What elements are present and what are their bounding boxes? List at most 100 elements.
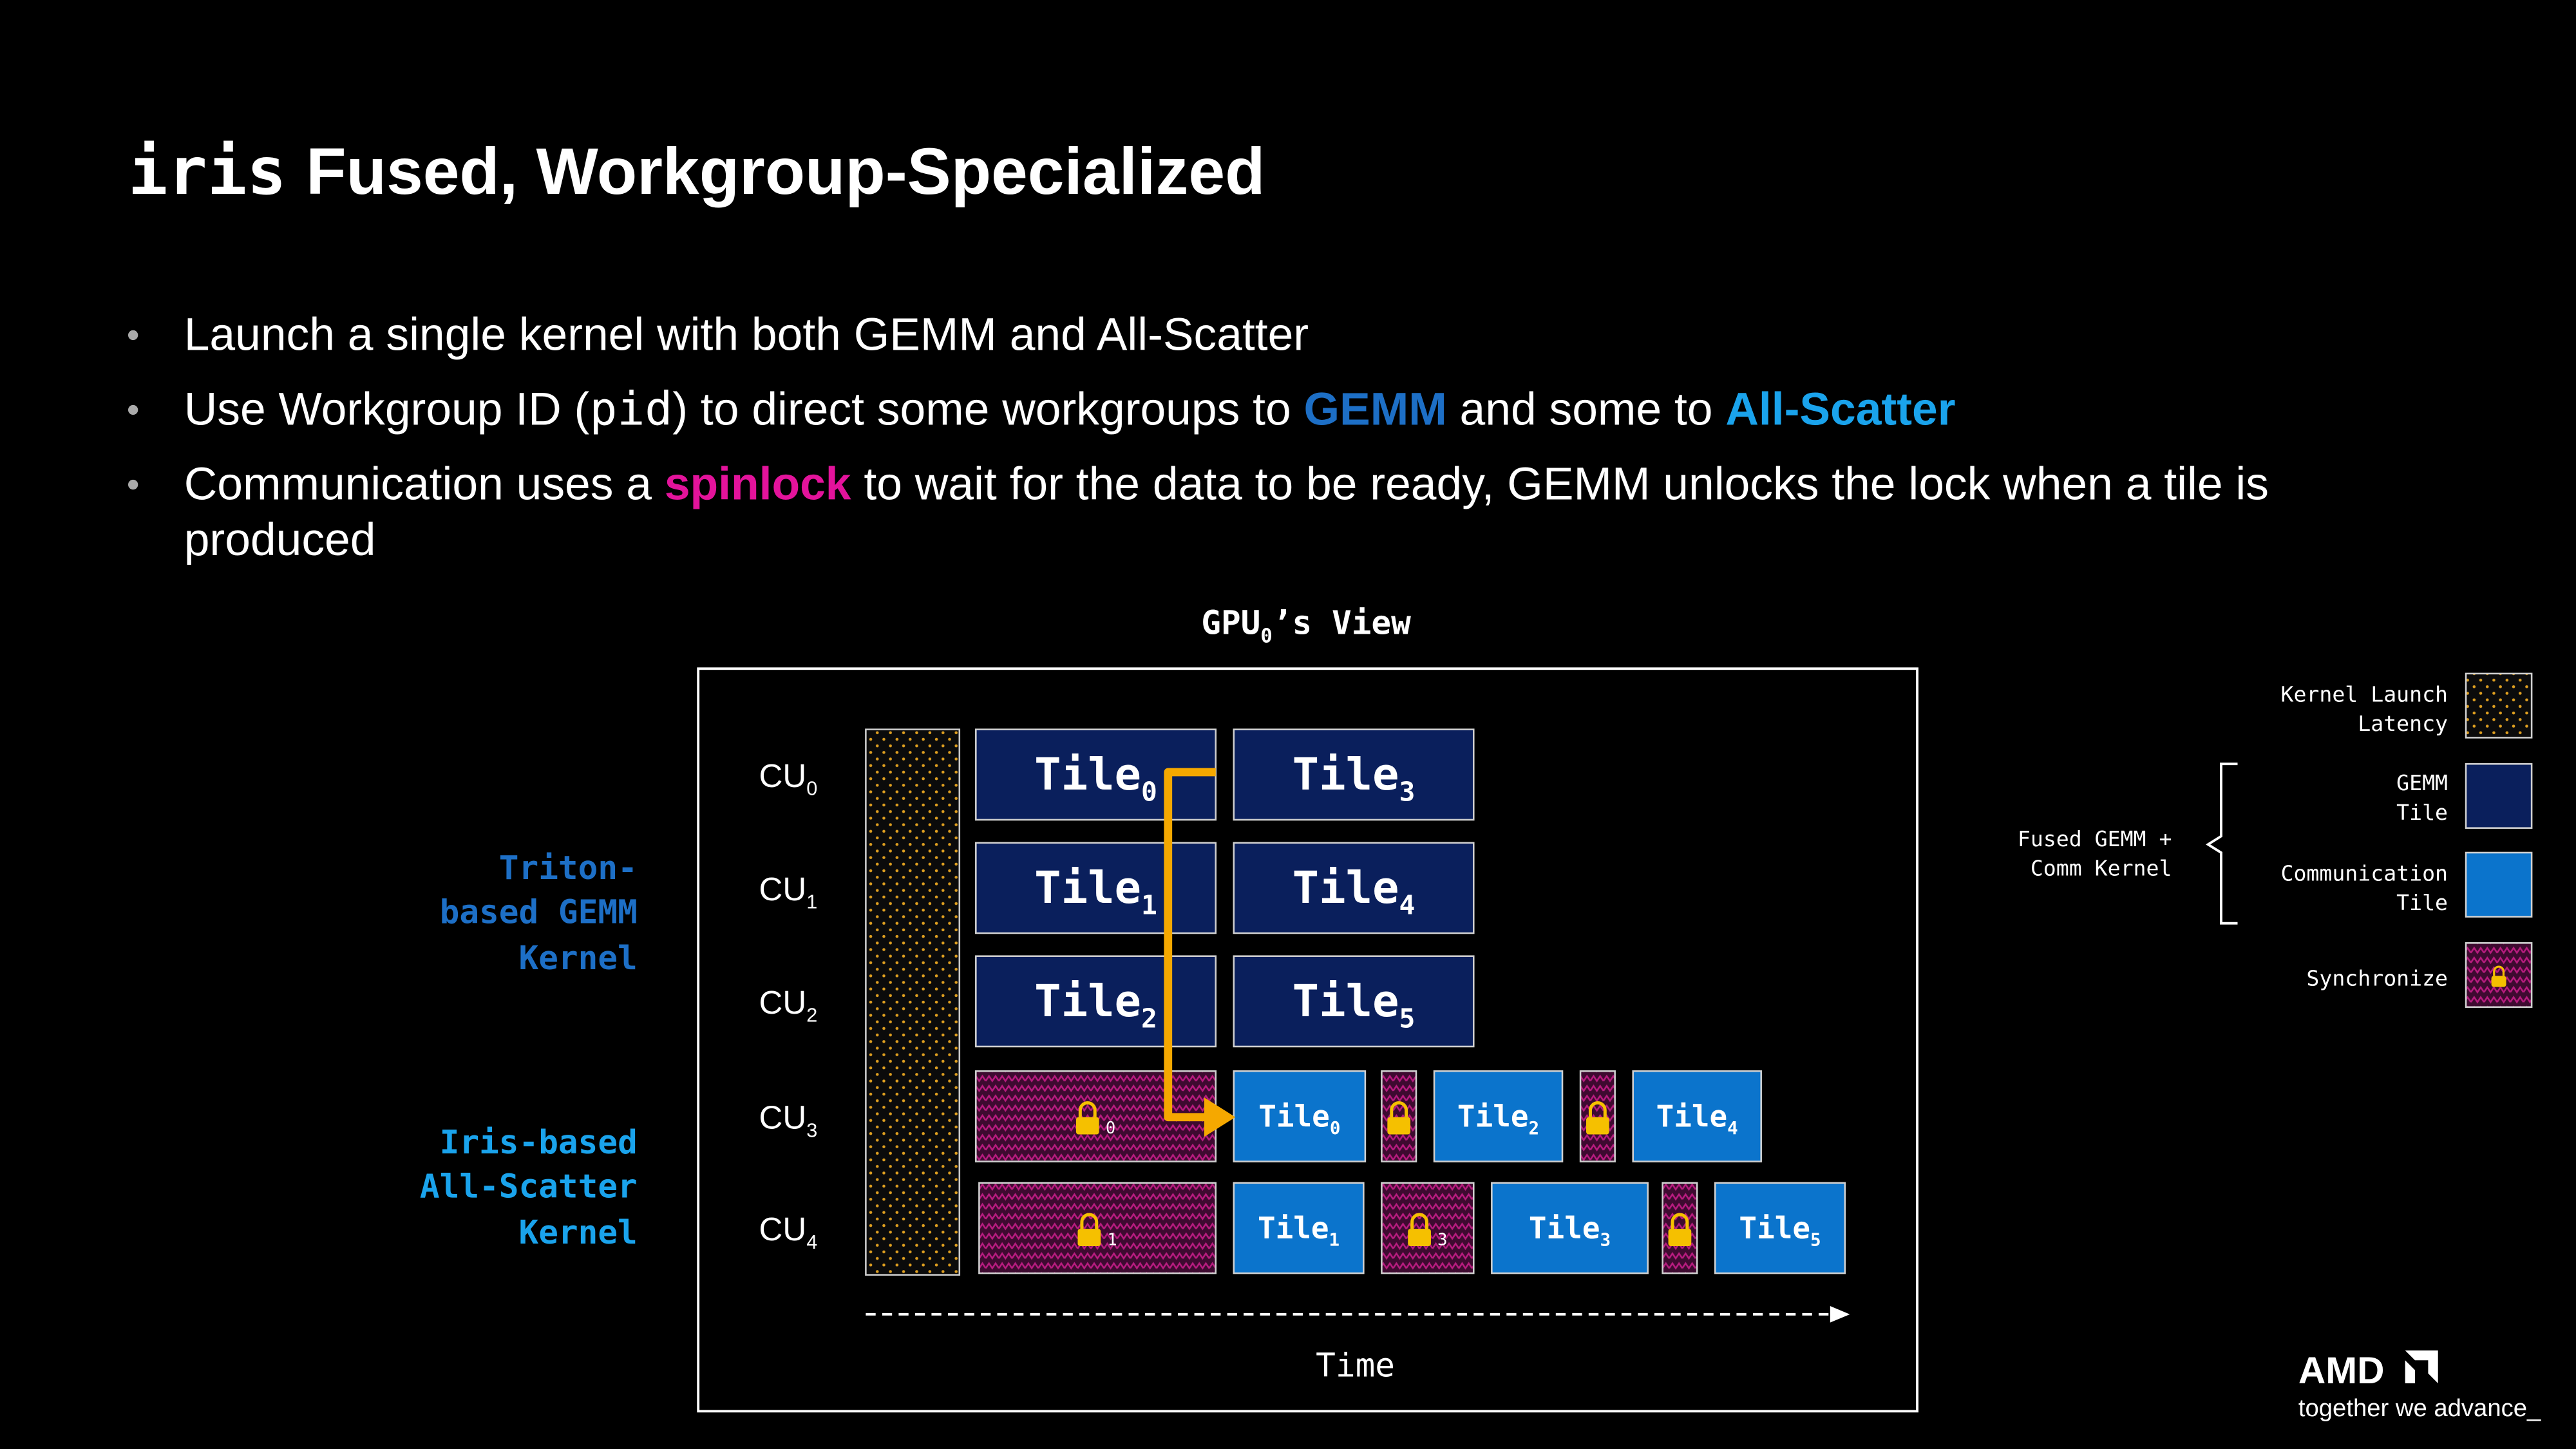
group-label: Kernel: [518, 940, 637, 978]
lock-sub: 0: [1106, 1119, 1115, 1138]
tile-label-sub: 1: [1329, 1229, 1340, 1250]
legend-label: Tile: [2396, 800, 2448, 825]
lock-shackle: [1588, 1101, 1607, 1117]
logo-mark: [2405, 1350, 2438, 1383]
lock-body: [1586, 1117, 1609, 1135]
view-title: GPU0’s View: [1201, 605, 1411, 648]
legend-label: Communication: [2281, 860, 2448, 886]
tile-label-sub: 0: [1141, 776, 1157, 807]
tile-label-main: Tile: [1739, 1211, 1810, 1245]
view-title-suffix: ’s View: [1273, 605, 1411, 643]
tile-label: Tile3: [1293, 749, 1416, 807]
comm-tile: [1714, 1182, 1846, 1274]
lock-body: [1668, 1229, 1692, 1246]
cu-label: CU1: [759, 871, 818, 913]
tile-label-sub: 0: [1330, 1118, 1341, 1139]
tile-label-main: Tile: [1293, 976, 1399, 1027]
tile-label-main: Tile: [1034, 862, 1141, 914]
bullet-segment: and some to: [1447, 383, 1726, 435]
group-label: based GEMM: [440, 894, 638, 932]
lock-icon: [2491, 965, 2506, 987]
time-arrowhead: [1830, 1306, 1850, 1323]
comm-tile: [1632, 1070, 1762, 1162]
tile-label: Tile1: [1258, 1211, 1340, 1250]
view-title-main: GPU: [1201, 605, 1260, 643]
tile-label: Tile4: [1656, 1099, 1738, 1138]
tile-label-main: Tile: [1034, 976, 1141, 1027]
cu-label: CU2: [759, 984, 818, 1027]
gemm-tile: [975, 842, 1217, 934]
sync-tile: [1381, 1070, 1417, 1162]
cu-label-main: CU: [759, 1211, 807, 1247]
group-label: Iris-based: [440, 1124, 638, 1162]
title-text: Fused, Workgroup-Specialized: [306, 135, 1265, 208]
cu-label-main: CU: [759, 984, 807, 1021]
logo-tagline: together we advance_: [2298, 1394, 2541, 1422]
lock-sub: 3: [1437, 1231, 1447, 1250]
tile-label-main: Tile: [1258, 1099, 1330, 1133]
tile-label-sub: 5: [1399, 1003, 1416, 1034]
bullet-text: Communication uses a spinlock to wait fo…: [184, 459, 2269, 510]
tile-label-sub: 1: [1141, 889, 1157, 920]
lock-icon: [1668, 1213, 1692, 1246]
time-label: Time: [1316, 1347, 1395, 1385]
lock-icon: [1077, 1213, 1101, 1246]
logo-brand: AMD: [2298, 1350, 2385, 1392]
tile-label-sub: 2: [1529, 1118, 1540, 1139]
diagram-frame: [697, 667, 1918, 1413]
legend-swatch: [2465, 851, 2533, 918]
tile-label-main: Tile: [1656, 1099, 1728, 1133]
gemm-tile: [1233, 728, 1475, 821]
lock-icon: [1075, 1101, 1099, 1135]
cu-label-sub: 1: [806, 891, 817, 913]
cu-label-main: CU: [759, 1099, 807, 1136]
cu-label-sub: 4: [806, 1231, 817, 1253]
tile-label-main: Tile: [1293, 749, 1399, 800]
tile-label-main: Tile: [1529, 1211, 1600, 1245]
bullet-segment: Communication uses a: [184, 459, 665, 510]
lock-body: [2491, 976, 2506, 987]
comm-tile: [1491, 1182, 1649, 1274]
bullet-segment: GEMM: [1304, 383, 1447, 435]
sync-tile: [1579, 1070, 1616, 1162]
lock-body: [1077, 1229, 1101, 1246]
tile-label-sub: 4: [1727, 1118, 1738, 1139]
dependency-arrow: [1164, 768, 1216, 1122]
legend-label: Tile: [2396, 890, 2448, 915]
content: iris Fused, Workgroup-Specialized Launch a…: [128, 133, 2541, 1422]
brace-label: Comm Kernel: [2031, 856, 2172, 881]
bullet-segment: Launch a single kernel with both GEMM an…: [184, 308, 1309, 360]
legend-swatch: [2465, 942, 2533, 1009]
legend-label: Latency: [2358, 711, 2448, 736]
legend-swatch: [2465, 762, 2533, 829]
lock-icon: [1586, 1101, 1609, 1135]
tile-label: Tile5: [1739, 1211, 1821, 1250]
lock-shackle: [1078, 1101, 1097, 1117]
cu-label-sub: 3: [806, 1119, 817, 1141]
slide-title: iris Fused, Workgroup-Specialized: [128, 133, 1265, 210]
lock-shackle: [1671, 1213, 1689, 1229]
bullet-text: produced: [184, 514, 376, 565]
lock-shackle: [1080, 1213, 1099, 1229]
gemm-tile: [1233, 955, 1475, 1048]
cu-label-sub: 0: [806, 778, 817, 800]
tile-label: Tile5: [1293, 976, 1416, 1034]
tile-label-main: Tile: [1293, 862, 1399, 914]
bullet-segment: ) to direct some workgroups to: [672, 383, 1303, 435]
bullet-dot: [128, 330, 138, 341]
bullet-segment: Use Workgroup ID (: [184, 383, 590, 435]
tile-label-main: Tile: [1258, 1211, 1329, 1245]
tile-label-sub: 3: [1600, 1229, 1611, 1250]
tile-label-sub: 5: [1810, 1229, 1821, 1250]
tile-label: Tile4: [1293, 862, 1416, 920]
tile-label: Tile3: [1529, 1211, 1611, 1250]
bullet-segment: produced: [184, 514, 376, 565]
group-label: All-Scatter: [420, 1168, 638, 1206]
cu-label-sub: 2: [806, 1005, 817, 1027]
cu-label-main: CU: [759, 871, 807, 907]
lock-body: [1408, 1229, 1431, 1246]
tile-label-sub: 2: [1141, 1003, 1157, 1034]
tile-label: Tile0: [1034, 749, 1157, 807]
cu-label: CU4: [759, 1211, 818, 1253]
